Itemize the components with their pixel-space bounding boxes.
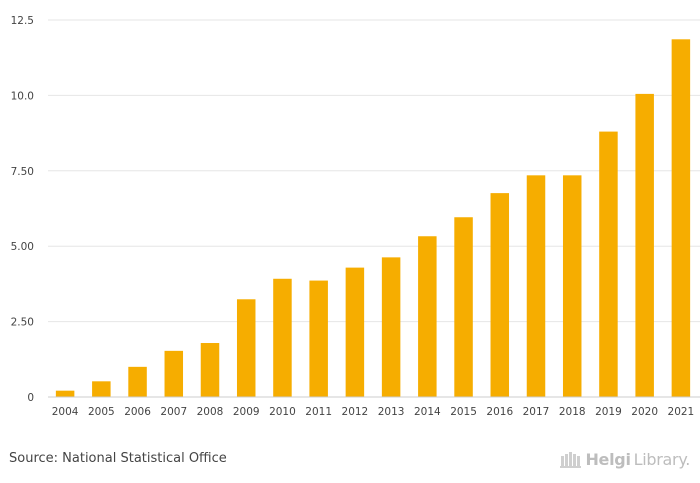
y-tick-label: 12.5 <box>11 15 34 27</box>
bar-2020 <box>635 93 654 397</box>
bar-2005 <box>92 381 111 397</box>
x-tick-label: 2021 <box>668 406 695 418</box>
bar-2007 <box>164 350 184 397</box>
x-tick-label: 2004 <box>52 406 79 418</box>
bar-2008 <box>200 343 220 397</box>
x-tick-label: 2011 <box>305 406 332 418</box>
bar-2017 <box>526 175 546 397</box>
x-tick-label: 2017 <box>523 406 550 418</box>
bar-2015 <box>454 217 473 397</box>
y-gridlines <box>48 19 700 323</box>
bar-2006 <box>128 366 147 397</box>
x-tick-label: 2006 <box>124 406 151 418</box>
y-tick-label: 0 <box>27 392 34 404</box>
x-tick-label: 2019 <box>595 406 622 418</box>
x-tick-label: 2010 <box>269 406 296 418</box>
brand-name-light: Library. <box>633 449 691 469</box>
bar-2004 <box>55 390 75 397</box>
bar-2021 <box>671 39 691 397</box>
y-tick-label: 10.0 <box>11 90 34 102</box>
source-note: Source: National Statistical Office <box>9 451 227 466</box>
x-tick-label: 2015 <box>450 406 477 418</box>
x-tick-label: 2018 <box>559 406 586 418</box>
x-tick-label: 2005 <box>88 406 115 418</box>
brand-name-bold: Helgi <box>585 449 631 469</box>
y-tick-label: 5.00 <box>11 241 34 253</box>
brand-logo: Helgi Library. <box>560 448 690 470</box>
bar-2011 <box>309 280 328 397</box>
x-tick-label: 2013 <box>378 406 405 418</box>
bar-2014 <box>418 236 437 397</box>
bar-2019 <box>599 131 618 398</box>
bar-2016 <box>490 193 510 397</box>
bars <box>55 39 691 398</box>
x-tick-label: 2020 <box>631 406 658 418</box>
bar-2018 <box>562 175 582 397</box>
x-tick-label: 2014 <box>414 406 441 418</box>
library-building-icon <box>560 452 582 468</box>
x-tick-labels: 2004 2005 2006 2007 2008 2009 2010 2011 2012 2013… <box>52 406 695 418</box>
bar-2010 <box>273 278 292 397</box>
y-tick-label: 7.50 <box>11 166 34 178</box>
x-tick-label: 2016 <box>486 406 513 418</box>
x-tick-label: 2008 <box>197 406 224 418</box>
x-tick-label: 2007 <box>160 406 187 418</box>
y-tick-labels: 0 2.50 5.00 7.50 10.0 12.5 <box>11 15 34 404</box>
y-tick-label: 2.50 <box>11 317 34 329</box>
bar-2009 <box>236 299 256 397</box>
x-tick-label: 2009 <box>233 406 260 418</box>
x-tick-label: 2012 <box>342 406 369 418</box>
bar-2012 <box>345 267 365 397</box>
bar-2013 <box>381 257 401 397</box>
